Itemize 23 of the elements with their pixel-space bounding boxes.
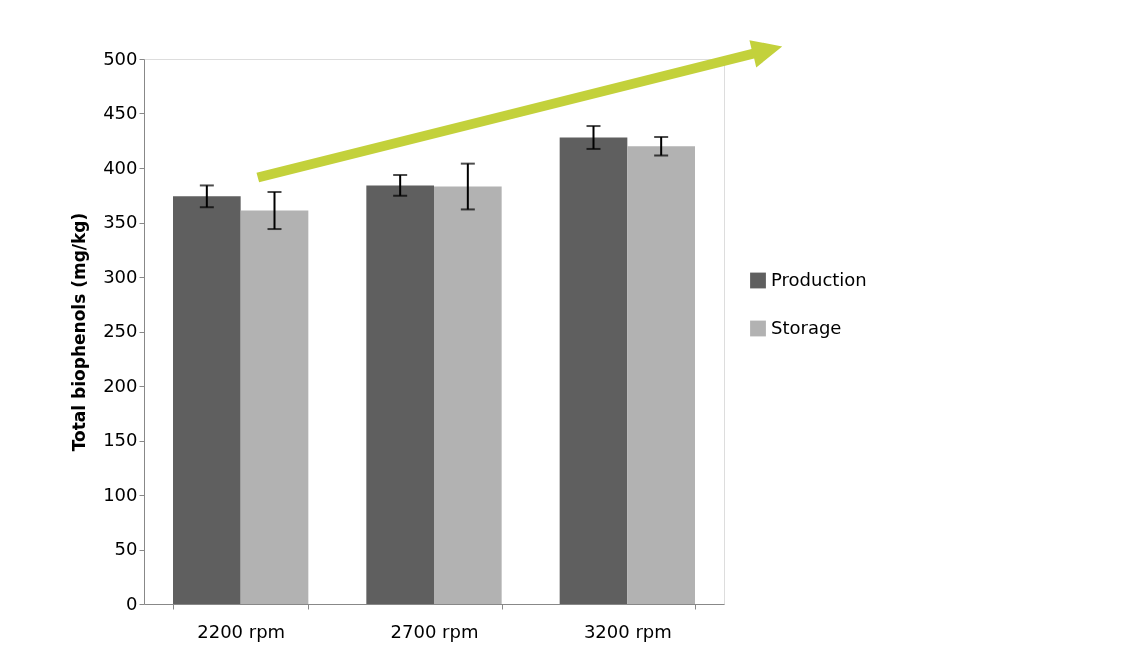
y-tick-label: 250 — [103, 320, 138, 341]
bar — [366, 185, 434, 604]
y-tick-label: 200 — [103, 374, 138, 396]
bar — [434, 186, 502, 604]
y-tick-label: 450 — [103, 102, 138, 123]
bar — [627, 146, 695, 604]
y-tick-label: 400 — [103, 156, 138, 178]
y-tick-label: 300 — [103, 265, 138, 287]
y-axis-title: Total biophenols (mg/kg) — [69, 212, 90, 452]
y-tick-label: 50 — [114, 538, 138, 559]
bar — [240, 210, 309, 604]
legend-label: Production — [771, 268, 867, 290]
x-tick-label: 2200 rpm — [197, 620, 286, 642]
bar — [173, 196, 241, 604]
bar — [559, 137, 628, 604]
x-tick-label: 2700 rpm — [390, 620, 479, 642]
y-tick-label: 0 — [126, 592, 138, 614]
x-tick-label: 3200 rpm — [583, 620, 672, 642]
y-tick-label: 500 — [103, 47, 138, 69]
y-tick-label: 350 — [103, 211, 138, 232]
y-tick-label: 100 — [103, 483, 138, 505]
y-tick-label: 150 — [103, 429, 138, 450]
legend-label: Storage — [771, 316, 842, 338]
